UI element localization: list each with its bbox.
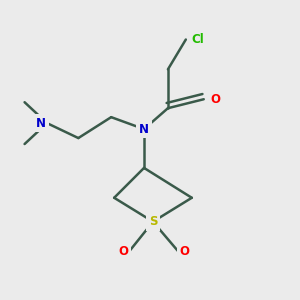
Text: O: O: [118, 245, 128, 258]
Text: N: N: [139, 123, 149, 136]
Text: O: O: [179, 245, 189, 258]
Text: Cl: Cl: [191, 33, 204, 46]
Text: O: O: [211, 93, 221, 106]
Text: S: S: [149, 215, 157, 228]
Text: N: N: [36, 117, 46, 130]
